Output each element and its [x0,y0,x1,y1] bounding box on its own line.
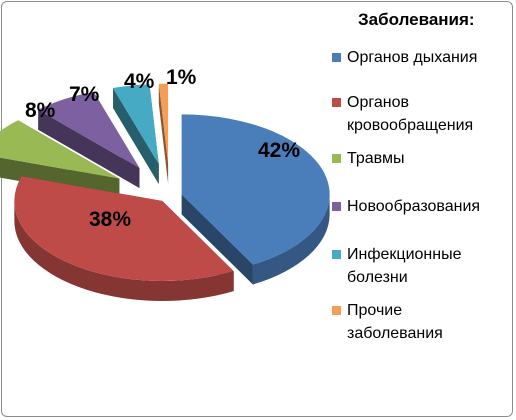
legend-entry: Органов кровообращения [332,91,514,137]
legend: Заболевания: Органов дыхания Органов крово… [332,10,514,345]
pie-slice-1 [181,114,330,285]
legend-label-line: Органов [347,94,409,111]
pie-slice-6 [158,83,169,184]
legend-label: Инфекционные болезни [347,243,461,289]
legend-swatch [332,53,341,62]
legend-entry: Прочие заболевания [332,299,514,345]
pie-slice-2 [14,176,234,301]
legend-swatch [332,154,341,163]
legend-label-line: болезни [347,269,408,286]
data-label-2: 38% [89,208,131,231]
legend-label: Органов кровообращения [347,91,473,137]
legend-swatch [332,250,341,259]
legend-label-line: Новообразования [347,198,481,215]
legend-label: Новообразования [347,195,480,218]
legend-label-line: Органов дыхания [347,49,478,66]
legend-label-line: Прочие [347,302,403,319]
legend-entry: Травмы [332,147,514,170]
legend-label: Органов дыхания [347,46,477,69]
legend-swatch [332,98,341,107]
legend-title: Заболевания: [358,10,475,29]
pie-slice-5 [113,84,159,185]
legend-entry: Инфекционные болезни [332,243,514,289]
legend-label-line: Инфекционные [347,246,462,263]
legend-swatch [332,202,341,211]
data-label-4: 7% [69,83,100,106]
legend-label-line: кровообращения [347,117,474,134]
legend-entry: Органов дыхания [332,46,514,69]
legend-entry: Новообразования [332,195,514,218]
legend-label-line: заболевания [347,325,443,342]
data-label-6: 1% [166,66,197,89]
data-label-1: 42% [258,139,300,162]
legend-label: Прочие заболевания [347,299,443,345]
data-label-3: 8% [25,99,56,122]
legend-label: Травмы [347,147,405,170]
data-label-5: 4% [124,70,155,93]
legend-label-line: Травмы [347,150,405,167]
pie-slice-4 [38,91,140,189]
legend-swatch [332,306,341,315]
